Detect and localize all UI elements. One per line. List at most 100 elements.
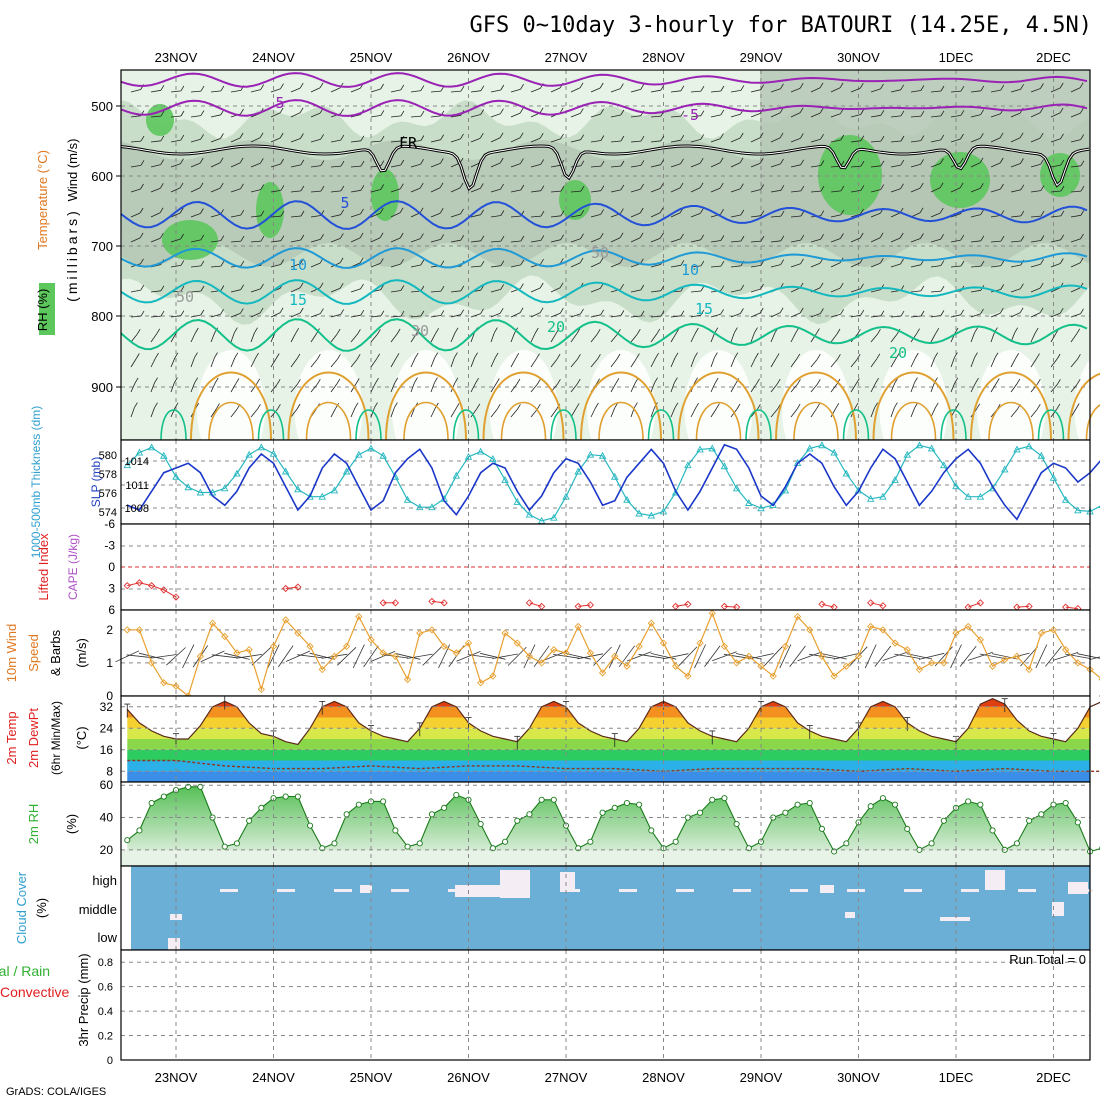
wind-barb-flag — [974, 352, 978, 358]
wind10m-barb — [662, 653, 689, 660]
wind-barb — [210, 382, 216, 393]
wind-barb — [930, 212, 941, 218]
wind-barb — [590, 87, 601, 93]
wind-barb — [170, 333, 177, 343]
wind-barb-flag — [499, 132, 504, 139]
wind-barb-flag — [400, 183, 404, 189]
rh2m-marker — [307, 822, 314, 829]
wind-barb — [530, 312, 541, 318]
temp-contour-warmer — [305, 401, 352, 441]
wind-barb-flag — [739, 157, 744, 164]
temp-band — [127, 739, 1090, 750]
rh2m-marker — [416, 840, 423, 847]
thickness-marker — [1037, 451, 1046, 459]
wind-barb-flag — [920, 233, 924, 239]
rh2m-marker — [124, 837, 131, 844]
rh2m-marker — [1038, 811, 1045, 818]
cloud-clear-patch — [845, 912, 855, 918]
wind-barb — [670, 315, 681, 318]
wind-barb — [690, 290, 702, 293]
wind-speed-marker — [416, 629, 424, 637]
wind-barb — [690, 357, 695, 368]
wind-barb — [990, 265, 1001, 268]
wind-barb — [890, 140, 902, 143]
wind-barb-flag — [895, 353, 900, 359]
thickness-marker — [379, 451, 387, 459]
wind-barb — [330, 408, 337, 418]
wind-barb-flag — [179, 207, 184, 214]
wind-barb-flag — [279, 107, 284, 114]
wind-barb-flag — [960, 85, 965, 92]
wind-barb — [1030, 240, 1041, 243]
wind-barb-flag — [180, 260, 185, 266]
wind-barb-flag — [680, 260, 685, 266]
wind-barb — [150, 357, 156, 368]
li-marker — [391, 599, 400, 607]
wind-barb-flag — [434, 402, 439, 409]
wind-barb — [630, 382, 636, 393]
wind-barb-flag — [135, 353, 140, 359]
wind-barb — [650, 89, 661, 93]
cloud-thin-patch — [562, 889, 580, 892]
rh-legend-swatch — [39, 283, 55, 335]
wind-barb-flag — [540, 185, 545, 191]
wind-barb-flag — [174, 352, 179, 359]
wind-barb-flag — [420, 233, 424, 239]
wind-barb-flag — [280, 83, 284, 89]
wind-barb-flag — [980, 85, 985, 92]
wind-barb — [990, 383, 997, 393]
wind-barb — [270, 358, 277, 368]
temp-contour-warmer — [598, 401, 644, 441]
wind-barb-flag — [680, 310, 685, 317]
contour-label: 15 — [695, 300, 713, 318]
wind10m-barb — [297, 654, 324, 659]
thickness-marker — [489, 454, 497, 462]
rh2m-tick-label: 60 — [100, 778, 114, 792]
wind-barb-flag — [860, 160, 865, 167]
wind-barb — [830, 313, 841, 318]
axis-label-precip: 3hr Precip (mm) — [76, 953, 91, 1046]
wind-speed-marker — [708, 609, 716, 617]
wind-barb-flag — [374, 402, 378, 408]
wind-barb-flag — [1040, 210, 1045, 217]
wind-barb — [210, 114, 221, 118]
wind-barb-flag — [920, 159, 924, 165]
lifted-index-line — [285, 586, 298, 589]
wind-barb — [330, 333, 338, 343]
wind-barb — [1050, 333, 1057, 343]
wind-barb — [710, 90, 721, 93]
wind-barb — [150, 115, 162, 118]
wind-barb-flag — [620, 184, 625, 191]
wind-barb-flag — [880, 83, 884, 90]
wind-barb — [790, 138, 801, 143]
wind-barb — [470, 188, 481, 193]
wind-barb — [1050, 408, 1058, 418]
wind-barb-flag — [580, 233, 584, 240]
wind-barb-flag — [739, 132, 744, 139]
wind-barb-flag — [375, 377, 379, 384]
wind-barb-flag — [779, 132, 784, 139]
thickness-marker — [708, 444, 717, 452]
wind-speed-marker — [915, 665, 924, 674]
wind-barb — [670, 382, 675, 393]
temp-contour-warm — [1067, 373, 1100, 441]
wind-barb — [490, 289, 501, 293]
wind-barb — [450, 408, 457, 418]
wind-barb-flag — [795, 327, 799, 334]
wind-barb — [890, 188, 901, 193]
wind-speed-marker — [1001, 655, 1009, 664]
wind-barb — [490, 89, 501, 93]
wind-barb-flag — [1020, 235, 1025, 242]
wind-barb-flag — [796, 403, 801, 410]
axis-label-speed: Speed — [26, 634, 41, 672]
wind-barb-flag — [440, 134, 445, 140]
wind-barb-flag — [959, 157, 964, 164]
thickness-marker — [1000, 465, 1009, 473]
wind-barb — [710, 332, 716, 343]
wind-barb — [530, 240, 541, 243]
wind-barb — [310, 262, 321, 268]
wind-barb-flag — [1056, 403, 1061, 410]
wind-barb-flag — [1076, 378, 1081, 385]
wind-barb-flag — [740, 284, 745, 291]
wind-barb — [890, 333, 898, 343]
